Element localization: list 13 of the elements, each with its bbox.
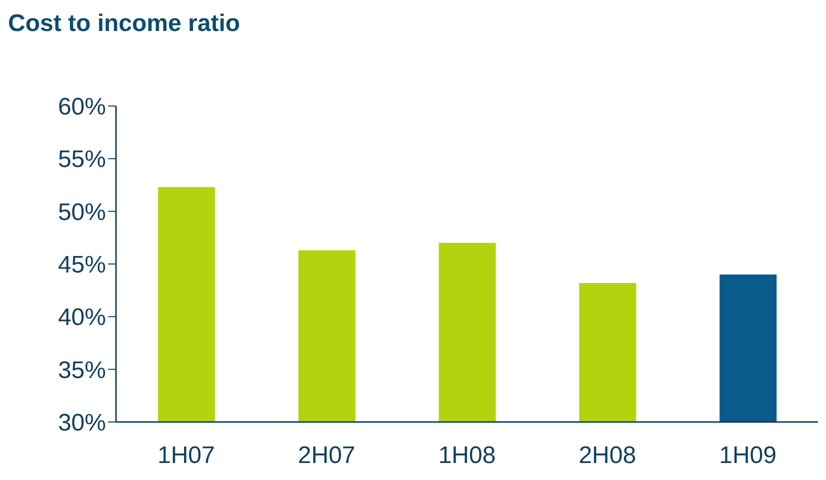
y-tick-label: 50% <box>58 198 106 226</box>
x-tick-label: 1H07 <box>158 442 215 470</box>
y-tick-label: 45% <box>58 252 106 279</box>
x-tick-label: 2H08 <box>578 442 636 470</box>
x-tick-label: 1H08 <box>438 442 496 470</box>
chart-title: Cost to income ratio <box>8 10 240 38</box>
y-tick-label: 35% <box>58 356 106 384</box>
y-tick-label: 40% <box>58 304 106 332</box>
y-tick-label: 30% <box>58 410 106 437</box>
y-tick-label: 60% <box>58 94 106 121</box>
y-tick-label: 55% <box>58 146 106 174</box>
x-tick-label: 2H07 <box>298 442 356 470</box>
x-tick-label: 1H09 <box>719 442 776 470</box>
